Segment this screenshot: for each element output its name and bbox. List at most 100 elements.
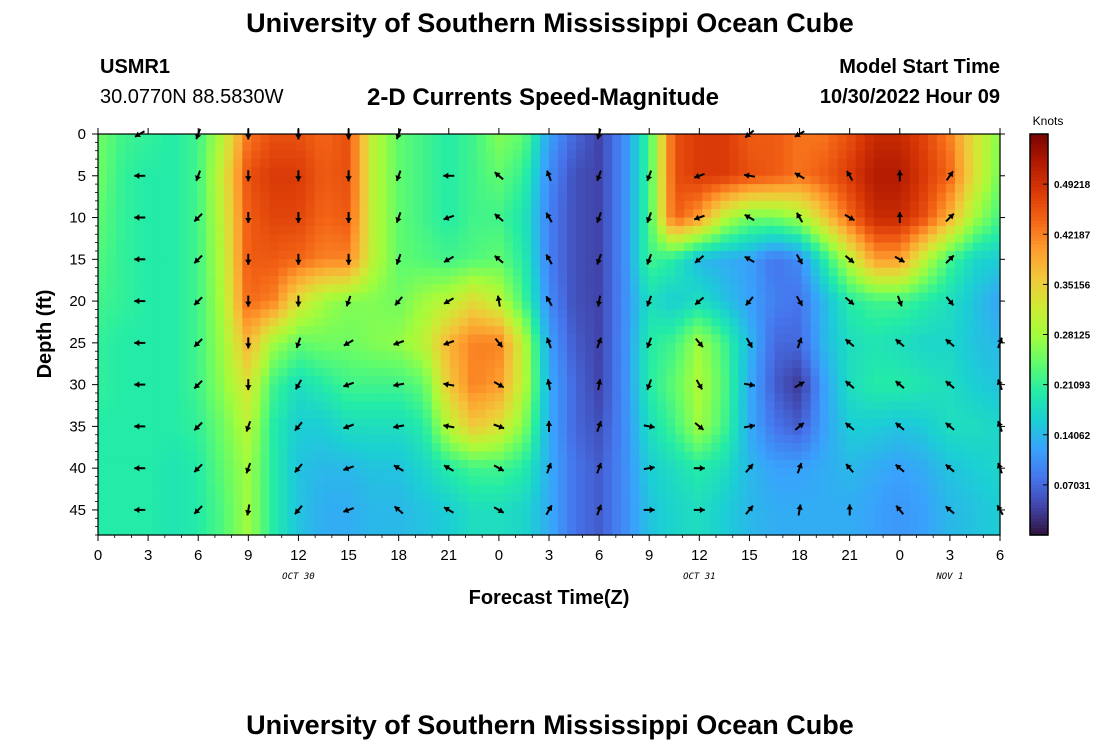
- heatmap-cell: [269, 401, 279, 411]
- heatmap-cell: [161, 276, 171, 285]
- heatmap-cell: [603, 501, 613, 511]
- heatmap-cell: [567, 493, 577, 503]
- heatmap-cell: [576, 267, 586, 277]
- current-vector-arrow: [745, 505, 754, 515]
- heatmap-cell: [494, 351, 505, 361]
- heatmap-cell: [341, 493, 352, 503]
- heatmap-cell: [873, 334, 884, 344]
- heatmap-cell: [819, 317, 830, 327]
- heatmap-cell: [314, 392, 325, 402]
- heatmap-cell: [693, 501, 703, 511]
- heatmap-cell: [269, 493, 279, 503]
- heatmap-cell: [530, 184, 541, 194]
- heatmap-cell: [377, 159, 388, 169]
- heatmap-cell: [576, 334, 586, 344]
- heatmap-cell: [251, 468, 261, 478]
- heatmap-cell: [846, 426, 857, 436]
- heatmap-cell: [278, 150, 289, 160]
- heatmap-cell: [125, 159, 135, 169]
- heatmap-cell: [206, 426, 216, 436]
- heatmap-cell: [639, 342, 649, 352]
- heatmap-cell: [116, 167, 126, 177]
- heatmap-cell: [621, 284, 631, 294]
- heatmap-cell: [702, 250, 712, 260]
- heatmap-cell: [332, 409, 343, 419]
- heatmap-cell: [603, 317, 613, 327]
- current-vector-arrow: [345, 212, 352, 223]
- heatmap-cell: [846, 509, 857, 519]
- heatmap-cell: [612, 526, 622, 536]
- heatmap-cell: [963, 192, 974, 202]
- heatmap-cell: [963, 317, 974, 327]
- heatmap-cell: [648, 142, 658, 152]
- heatmap-cell: [143, 518, 153, 528]
- heatmap-cell: [467, 484, 478, 494]
- heatmap-cell: [801, 443, 812, 453]
- heatmap-cell: [765, 259, 776, 269]
- heatmap-cell: [467, 367, 478, 377]
- heatmap-cell: [215, 376, 225, 386]
- heatmap-cell: [395, 418, 406, 427]
- heatmap-cell: [900, 150, 911, 160]
- heatmap-cell: [440, 150, 451, 160]
- heatmap-cell: [197, 526, 207, 536]
- heatmap-cell: [648, 526, 658, 536]
- heatmap-cell: [657, 159, 667, 169]
- heatmap-cell: [188, 342, 198, 352]
- heatmap-cell: [332, 426, 343, 436]
- heatmap-cell: [801, 409, 812, 419]
- heatmap-cell: [612, 509, 622, 519]
- heatmap-cell: [179, 159, 189, 169]
- heatmap-cell: [188, 426, 198, 436]
- heatmap-cell: [107, 501, 117, 511]
- heatmap-cell: [837, 192, 848, 202]
- current-vector-arrow: [443, 297, 455, 305]
- heatmap-cell: [900, 351, 911, 361]
- heatmap-cell: [386, 167, 397, 177]
- model-start-label: Model Start Time: [839, 56, 1000, 78]
- current-vector-arrow: [193, 338, 203, 348]
- current-vector-arrow: [596, 462, 603, 474]
- heatmap-cell: [233, 309, 243, 319]
- heatmap-cell: [98, 426, 108, 436]
- heatmap-cell: [215, 443, 225, 453]
- heatmap-cell: [170, 317, 180, 327]
- heatmap-cell: [422, 493, 433, 503]
- heatmap-cell: [855, 284, 866, 294]
- heatmap-cell: [467, 476, 478, 486]
- heatmap-cell: [900, 317, 911, 327]
- heatmap-cell: [107, 259, 117, 269]
- heatmap-cell: [846, 409, 857, 419]
- heatmap-cell: [377, 351, 388, 361]
- heatmap-cell: [215, 242, 225, 252]
- heatmap-cell: [314, 200, 325, 210]
- heatmap-cell: [467, 167, 478, 177]
- heatmap-cell: [891, 184, 902, 194]
- heatmap-cell: [359, 384, 370, 394]
- heatmap-cell: [549, 326, 559, 336]
- heatmap-cell: [269, 501, 279, 511]
- heatmap-cell: [296, 409, 307, 419]
- heatmap-cell: [107, 451, 117, 461]
- heatmap-cell: [612, 518, 622, 528]
- heatmap-cell: [449, 493, 460, 503]
- heatmap-cell: [296, 493, 307, 503]
- heatmap-cell: [287, 376, 298, 386]
- heatmap-cell: [792, 426, 803, 436]
- heatmap-cell: [215, 175, 225, 185]
- current-vector-arrow: [844, 380, 855, 389]
- heatmap-cell: [747, 209, 758, 219]
- heatmap-cell: [512, 459, 523, 469]
- heatmap-cell: [630, 459, 640, 469]
- heatmap-cell: [458, 175, 469, 185]
- heatmap-cell: [684, 301, 694, 311]
- heatmap-cell: [260, 392, 270, 402]
- heatmap-cell: [359, 493, 370, 503]
- heatmap-cell: [909, 159, 920, 169]
- heatmap-cell: [963, 134, 974, 143]
- heatmap-cell: [458, 209, 469, 219]
- heatmap-cell: [756, 342, 767, 352]
- heatmap-cell: [765, 134, 776, 143]
- heatmap-cell: [458, 418, 469, 427]
- heatmap-cell: [630, 401, 640, 411]
